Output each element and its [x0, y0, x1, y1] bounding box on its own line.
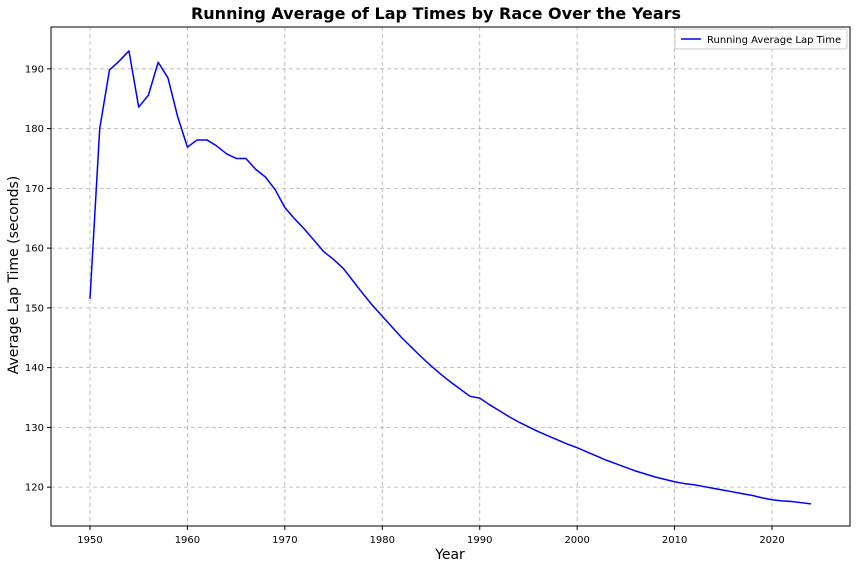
x-tick-label: 2010: [662, 535, 687, 546]
legend-entry-running-average: Running Average Lap Time: [707, 35, 841, 46]
x-axis-ticks: 1950 1960 1970 1980 1990 2000 2010 2020: [77, 526, 785, 546]
x-tick-label: 1990: [467, 535, 492, 546]
x-tick-label: 1970: [272, 535, 297, 546]
x-axis-label: Year: [434, 547, 465, 563]
x-tick-label: 2000: [564, 535, 589, 546]
x-tick-label: 1950: [77, 535, 102, 546]
y-tick-label: 170: [25, 184, 44, 195]
y-axis-ticks: 120 130 140 150 160 170 180 190: [25, 64, 51, 494]
y-tick-label: 120: [25, 483, 44, 494]
chart-title: Running Average of Lap Times by Race Ove…: [191, 4, 681, 23]
grid: [51, 27, 850, 526]
x-tick-label: 1980: [370, 535, 395, 546]
y-tick-label: 150: [25, 303, 44, 314]
series-layer: [89, 50, 812, 505]
y-tick-label: 180: [25, 124, 44, 135]
y-tick-label: 140: [25, 363, 44, 374]
legend: Running Average Lap Time: [674, 28, 848, 50]
y-axis-label: Average Lap Time (seconds): [6, 176, 22, 375]
x-tick-label: 2020: [759, 535, 784, 546]
x-tick-label: 1960: [175, 535, 200, 546]
legend-box: [674, 28, 848, 50]
y-tick-label: 160: [25, 244, 44, 255]
series-line-running-average: [89, 50, 812, 505]
plot-area-frame: [50, 26, 851, 527]
y-tick-label: 130: [25, 423, 44, 434]
y-tick-label: 190: [25, 64, 44, 75]
